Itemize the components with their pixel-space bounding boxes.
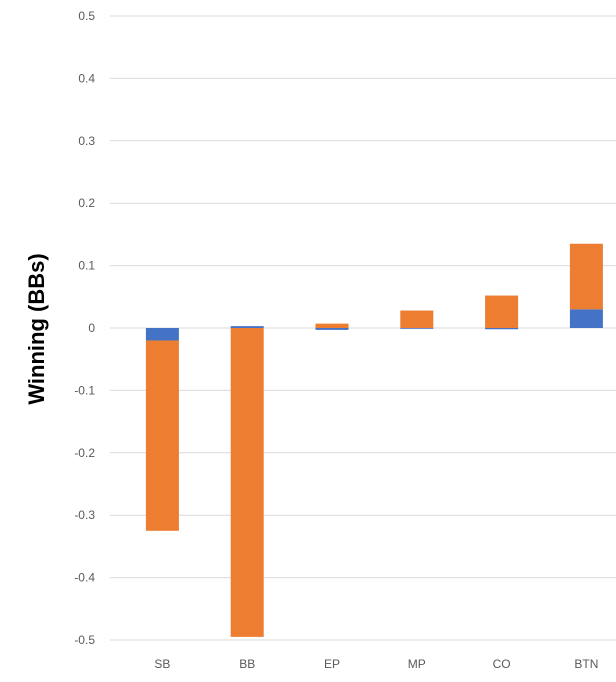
- bar-mp-series-2: [400, 310, 434, 328]
- bar-co-series-2: [485, 295, 519, 328]
- x-tick-label: BTN: [574, 657, 598, 671]
- bar-bb-series-1: [230, 326, 264, 328]
- y-tick-label: 0.3: [78, 134, 95, 148]
- gridlines: [110, 15, 616, 641]
- y-tick-label: -0.1: [74, 383, 95, 397]
- y-tick-label: 0: [88, 321, 95, 335]
- y-tick-label: 0.1: [78, 259, 95, 273]
- bar-ep-series-1: [315, 328, 349, 330]
- x-tick-label: EP: [324, 657, 340, 671]
- y-tick-label: -0.4: [74, 571, 95, 585]
- y-tick-label: 0.4: [78, 71, 95, 85]
- y-tick-label: 0.5: [78, 9, 95, 23]
- y-tick-label: -0.5: [74, 633, 95, 647]
- x-tick-label: SB: [154, 657, 170, 671]
- bar-bb-series-2: [230, 328, 264, 637]
- x-tick-label: BB: [239, 657, 255, 671]
- bars: [145, 243, 603, 637]
- bar-co-series-1: [485, 328, 519, 330]
- y-tick-label: -0.3: [74, 508, 95, 522]
- y-tick-labels: 0.5 0.4 0.3 0.2 0.1 0 -0.1 -0.2 -0.3 -0.4 -0.5: [74, 9, 95, 647]
- x-tick-label: MP: [408, 657, 426, 671]
- bar-ep-series-2: [315, 323, 349, 328]
- bar-sb-series-2: [145, 340, 179, 531]
- x-tick-labels: SB BB EP MP CO BTN: [154, 657, 598, 671]
- x-tick-label: CO: [493, 657, 511, 671]
- y-axis-label: Winning (BBs): [24, 253, 49, 404]
- bar-sb-series-1: [145, 328, 179, 341]
- y-tick-label: -0.2: [74, 446, 95, 460]
- bar-mp-series-1: [400, 328, 434, 329]
- bar-btn-series-1: [569, 309, 603, 328]
- bar-btn-series-2: [569, 243, 603, 310]
- y-tick-label: 0.2: [78, 196, 95, 210]
